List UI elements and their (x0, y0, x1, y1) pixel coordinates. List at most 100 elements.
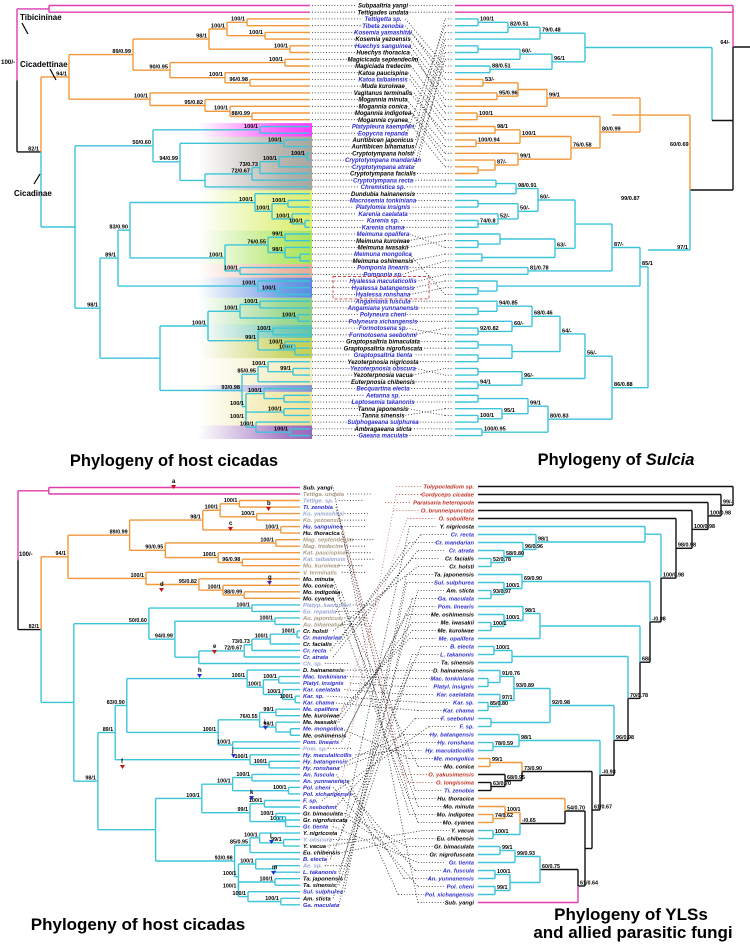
svg-text:53/-: 53/- (485, 77, 495, 83)
svg-text:98/1: 98/1 (196, 34, 207, 40)
svg-text:Graptopsaltria bimaculata: Graptopsaltria bimaculata (346, 340, 421, 346)
svg-text:Hy. batangensis: Hy. batangensis (430, 733, 475, 739)
svg-text:Angamiana fuscula: Angamiana fuscula (354, 299, 411, 305)
svg-text:76/0.55: 76/0.55 (247, 239, 266, 245)
svg-text:Kat. taibaiensis: Kat. taibaiensis (303, 557, 346, 563)
svg-text:100/1: 100/1 (242, 281, 256, 287)
svg-text:93/0.98: 93/0.98 (221, 385, 240, 391)
svg-text:100/1: 100/1 (233, 891, 247, 897)
svg-text:Kosemia yezoensis: Kosemia yezoensis (355, 37, 411, 43)
svg-text:100/1: 100/1 (205, 505, 219, 511)
svg-text:Gr. tienta: Gr. tienta (449, 861, 475, 867)
svg-text:Mu. kuroiwae: Mu. kuroiwae (303, 564, 340, 570)
svg-text:86/0.88: 86/0.88 (614, 382, 633, 388)
svg-text:Becquartina electa: Becquartina electa (356, 387, 410, 393)
svg-text:100/1: 100/1 (274, 427, 288, 433)
svg-text:Au. bihamatus: Au. bihamatus (302, 622, 344, 628)
svg-text:100/1: 100/1 (230, 414, 244, 420)
svg-text:F. sp.: F. sp. (303, 799, 318, 805)
svg-text:Pomponia sp.: Pomponia sp. (363, 272, 403, 278)
svg-text:95/0.82: 95/0.82 (179, 579, 197, 585)
svg-text:60/0.69: 60/0.69 (670, 142, 689, 148)
svg-text:100/1: 100/1 (506, 615, 520, 621)
svg-text:Kar. caelatata: Kar. caelatata (303, 688, 341, 694)
svg-text:93/0.97: 93/0.97 (493, 589, 511, 595)
svg-text:Mac. tonkiniana: Mac. tonkiniana (303, 675, 347, 681)
svg-text:Hy. ronshana: Hy. ronshana (437, 741, 474, 747)
svg-text:Pol. xichangensis: Pol. xichangensis (425, 893, 475, 899)
svg-text:Meimuna oshimensis: Meimuna oshimensis (353, 259, 414, 265)
svg-text:92/0.82: 92/0.82 (480, 326, 499, 332)
svg-text:Cr. holsti: Cr. holsti (449, 565, 474, 571)
svg-text:Mo. indigotea: Mo. indigotea (437, 813, 475, 819)
svg-text:100/1: 100/1 (479, 111, 493, 117)
svg-text:Me. opalifera: Me. opalifera (303, 707, 339, 713)
svg-text:Hy. ronshana: Hy. ronshana (303, 766, 340, 772)
svg-text:100/1: 100/1 (230, 401, 244, 407)
svg-text:Tettigades undata: Tettigades undata (357, 10, 409, 16)
svg-text:100/1: 100/1 (223, 884, 237, 890)
svg-text:Platylomia insignis: Platylomia insignis (356, 205, 411, 211)
svg-text:An. yunnanensis: An. yunnanensis (302, 779, 350, 785)
svg-text:Ta. sinensis: Ta. sinensis (303, 883, 337, 889)
svg-text:Pol. cheni: Pol. cheni (447, 885, 475, 891)
svg-text:Mo. indigotea: Mo. indigotea (303, 590, 341, 596)
svg-text:100/1: 100/1 (260, 811, 274, 817)
svg-text:100/1: 100/1 (282, 312, 296, 318)
svg-text:100/1: 100/1 (236, 772, 250, 778)
svg-text:Magicicada septendecim: Magicicada septendecim (348, 57, 419, 63)
svg-text:Huechys thoracica: Huechys thoracica (356, 51, 410, 57)
svg-text:50/-: 50/- (520, 206, 530, 212)
svg-text:68/0.46: 68/0.46 (534, 311, 553, 317)
svg-text:j: j (231, 748, 234, 754)
svg-text:Dundubia hainanensis: Dundubia hainanensis (351, 192, 416, 198)
svg-text:Katoa paucispina: Katoa paucispina (358, 71, 408, 77)
svg-text:82/1: 82/1 (29, 624, 40, 630)
svg-text:Gr. bimaculata: Gr. bimaculata (434, 845, 475, 851)
svg-text:85/1: 85/1 (642, 261, 653, 267)
svg-text:Polyneura cheni: Polyneura cheni (360, 313, 407, 319)
svg-text:Muda kuroiwae: Muda kuroiwae (361, 84, 405, 90)
svg-text:100/0.95: 100/0.95 (484, 427, 506, 433)
svg-text:Me. kuroiwae: Me. kuroiwae (438, 629, 475, 635)
svg-text:Karenia chama: Karenia chama (362, 225, 405, 231)
svg-text:O. longissima: O. longissima (436, 781, 475, 787)
svg-text:g: g (268, 575, 272, 581)
svg-text:Cr. holsti: Cr. holsti (303, 629, 328, 635)
svg-text:Pom. linearis: Pom. linearis (438, 605, 475, 611)
svg-text:Ga. maculata: Ga. maculata (303, 903, 340, 909)
svg-text:100/1: 100/1 (134, 94, 148, 100)
svg-text:100/1: 100/1 (273, 785, 287, 791)
svg-text:Angamiana yunnanensis: Angamiana yunnanensis (347, 306, 419, 312)
svg-text:100/1: 100/1 (248, 388, 262, 394)
svg-text:100/1: 100/1 (209, 252, 223, 258)
svg-text:78/0.59: 78/0.59 (495, 741, 513, 747)
svg-text:Graptopsaltria nigrofuscata: Graptopsaltria nigrofuscata (344, 346, 423, 352)
svg-text:99/1: 99/1 (245, 335, 256, 341)
svg-text:L. takanonis: L. takanonis (440, 653, 475, 659)
svg-text:Ti. zenobia: Ti. zenobia (444, 789, 475, 795)
svg-text:Kar. chama: Kar. chama (443, 709, 475, 715)
svg-text:Me. kuroiwae: Me. kuroiwae (303, 714, 340, 720)
svg-text:Hy. maculaticollis: Hy. maculaticollis (303, 753, 353, 759)
svg-text:Meimuna kuroiwae: Meimuna kuroiwae (356, 239, 410, 245)
svg-text:89/1: 89/1 (103, 727, 114, 733)
svg-text:Sul. sulphurea: Sul. sulphurea (303, 890, 344, 896)
svg-text:Tibicininae: Tibicininae (20, 13, 62, 22)
svg-text:89/0.99: 89/0.99 (110, 530, 128, 536)
svg-text:87/-: 87/- (497, 160, 507, 166)
svg-text:100/1: 100/1 (276, 213, 290, 219)
svg-text:100/1: 100/1 (268, 138, 282, 144)
svg-text:60/0.75: 60/0.75 (542, 864, 560, 870)
svg-text:100/1: 100/1 (256, 206, 270, 212)
svg-text:93/0.98: 93/0.98 (215, 855, 233, 861)
svg-text:b: b (267, 501, 271, 507)
svg-text:Pol. cheni: Pol. cheni (303, 785, 331, 791)
svg-text:Kar. caelatata: Kar. caelatata (437, 693, 475, 699)
svg-text:Pol. xichangensis: Pol. xichangensis (303, 792, 353, 798)
svg-text:100/1: 100/1 (254, 759, 268, 765)
svg-text:100/-: 100/- (19, 552, 33, 558)
svg-text:Cr. recta: Cr. recta (451, 533, 475, 539)
svg-text:100/1: 100/1 (217, 739, 231, 745)
svg-text:Formotosena sp.: Formotosena sp. (359, 326, 408, 332)
